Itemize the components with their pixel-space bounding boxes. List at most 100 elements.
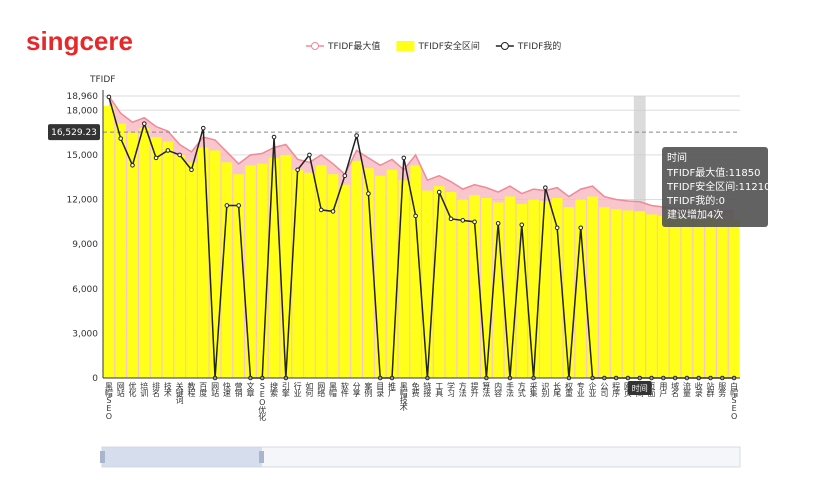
x-tick-label: 百度 [199, 382, 208, 398]
x-tick-label: 专业 [576, 381, 585, 397]
legend-swatch [396, 41, 415, 51]
x-tick-label: 白帽SEO [730, 381, 739, 420]
bar [351, 160, 362, 378]
bar [445, 192, 457, 378]
mine-point [460, 218, 466, 223]
zoom-window[interactable] [102, 447, 262, 467]
legend: TFIDF最大值 TFIDF安全区间 TFIDF我的 [306, 40, 561, 52]
mine-point [413, 213, 418, 219]
max-line [108, 95, 735, 213]
x-tick-label: SEO优化 [258, 382, 267, 422]
mine-point [271, 134, 277, 140]
mine-point [106, 94, 112, 100]
bar [587, 196, 598, 378]
x-tick-label: 企业 [588, 381, 597, 397]
x-tick-label: 方法 [458, 381, 467, 398]
mine-point [519, 222, 525, 228]
bar [339, 184, 351, 378]
bar [457, 199, 469, 378]
x-tick-label: 文章 [246, 381, 255, 397]
x-tick-label: 技术 [163, 381, 172, 398]
mine-point [448, 216, 454, 222]
bar [551, 198, 563, 378]
x-tick-label: 优化 [128, 381, 137, 398]
bar [256, 163, 268, 378]
bar [622, 210, 634, 378]
bar [658, 215, 669, 378]
x-tick-label: 采集 [529, 381, 538, 398]
y-tick-label: 12,000 [67, 196, 99, 206]
zoom-handle[interactable] [259, 451, 264, 463]
bar [422, 190, 433, 378]
x-tick-label: 黑帽SEO [104, 382, 113, 420]
bar [504, 196, 516, 378]
y-tick-label: 6,000 [72, 285, 98, 295]
bar [398, 180, 410, 378]
x-tick-label: 黑帽 [329, 382, 338, 398]
bar [492, 202, 504, 378]
mine-point [436, 189, 442, 195]
legend-label: TFIDF最大值 [327, 40, 380, 52]
x-tick-label: 分享 [352, 382, 361, 397]
x-tick-label: 目录 [376, 382, 385, 397]
x-tick-label: 学习 [446, 381, 455, 398]
x-tick-label: 用户 [659, 382, 668, 398]
x-tick-label: 服务 [718, 382, 727, 398]
x-tick-label: 链接 [423, 381, 432, 398]
bar [634, 211, 646, 378]
axis-pointer-box [627, 381, 652, 395]
x-tick-label: 黑帽技术 [399, 382, 408, 412]
mine-point [141, 121, 147, 126]
x-tick-label: 行业 [293, 381, 302, 397]
bar [115, 123, 127, 379]
mine-point [153, 155, 159, 161]
bar [646, 214, 657, 378]
x-tick-label: 培训 [140, 381, 149, 398]
y-tick-label: 3,000 [72, 329, 98, 339]
average-label: 16,529.23 [51, 128, 97, 138]
mine-point [495, 221, 501, 226]
x-tick-label: 关键词 [175, 381, 184, 404]
tooltip-line: TFIDF我的:0 [666, 194, 725, 207]
mine-point [342, 173, 348, 179]
bar [410, 165, 421, 378]
bar [209, 150, 221, 378]
brand-logo: singcere [26, 26, 133, 56]
x-tick-label: 权重 [564, 381, 573, 397]
bar [327, 174, 339, 378]
mine-point [401, 155, 407, 161]
x-tick-label: 收录 [694, 381, 703, 397]
mine-point [554, 225, 560, 231]
bar [315, 165, 327, 378]
mine-point [189, 167, 194, 173]
mine-point [295, 167, 300, 173]
mine-point [330, 209, 336, 214]
bar [186, 162, 197, 378]
bar [563, 206, 575, 378]
legend-label: TFIDF安全区间 [417, 40, 479, 52]
x-tick-label: 如何 [305, 381, 314, 397]
x-tick-label: 识别 [541, 382, 550, 398]
bar [599, 206, 610, 378]
x-tick-label: 工具 [435, 382, 444, 398]
bar [610, 209, 622, 378]
x-tick-label: 域名 [671, 381, 680, 398]
bar [174, 154, 185, 378]
bar [681, 217, 693, 378]
y-tick-label: 15,000 [67, 151, 99, 161]
x-tick-label: 站群 [706, 381, 715, 398]
bar [575, 199, 587, 378]
x-tick-label: 营销 [234, 381, 243, 398]
bar [363, 168, 374, 378]
bar [716, 220, 728, 378]
bar [292, 169, 303, 378]
mine-point [236, 203, 241, 208]
legend-swatch [500, 42, 509, 50]
bar [481, 198, 492, 378]
tooltip-line: 建议增加4次 [667, 208, 723, 221]
x-tick-label: 提升 [470, 381, 479, 398]
bar [221, 162, 233, 378]
zoom-handle[interactable] [100, 451, 105, 463]
bar [705, 218, 716, 378]
